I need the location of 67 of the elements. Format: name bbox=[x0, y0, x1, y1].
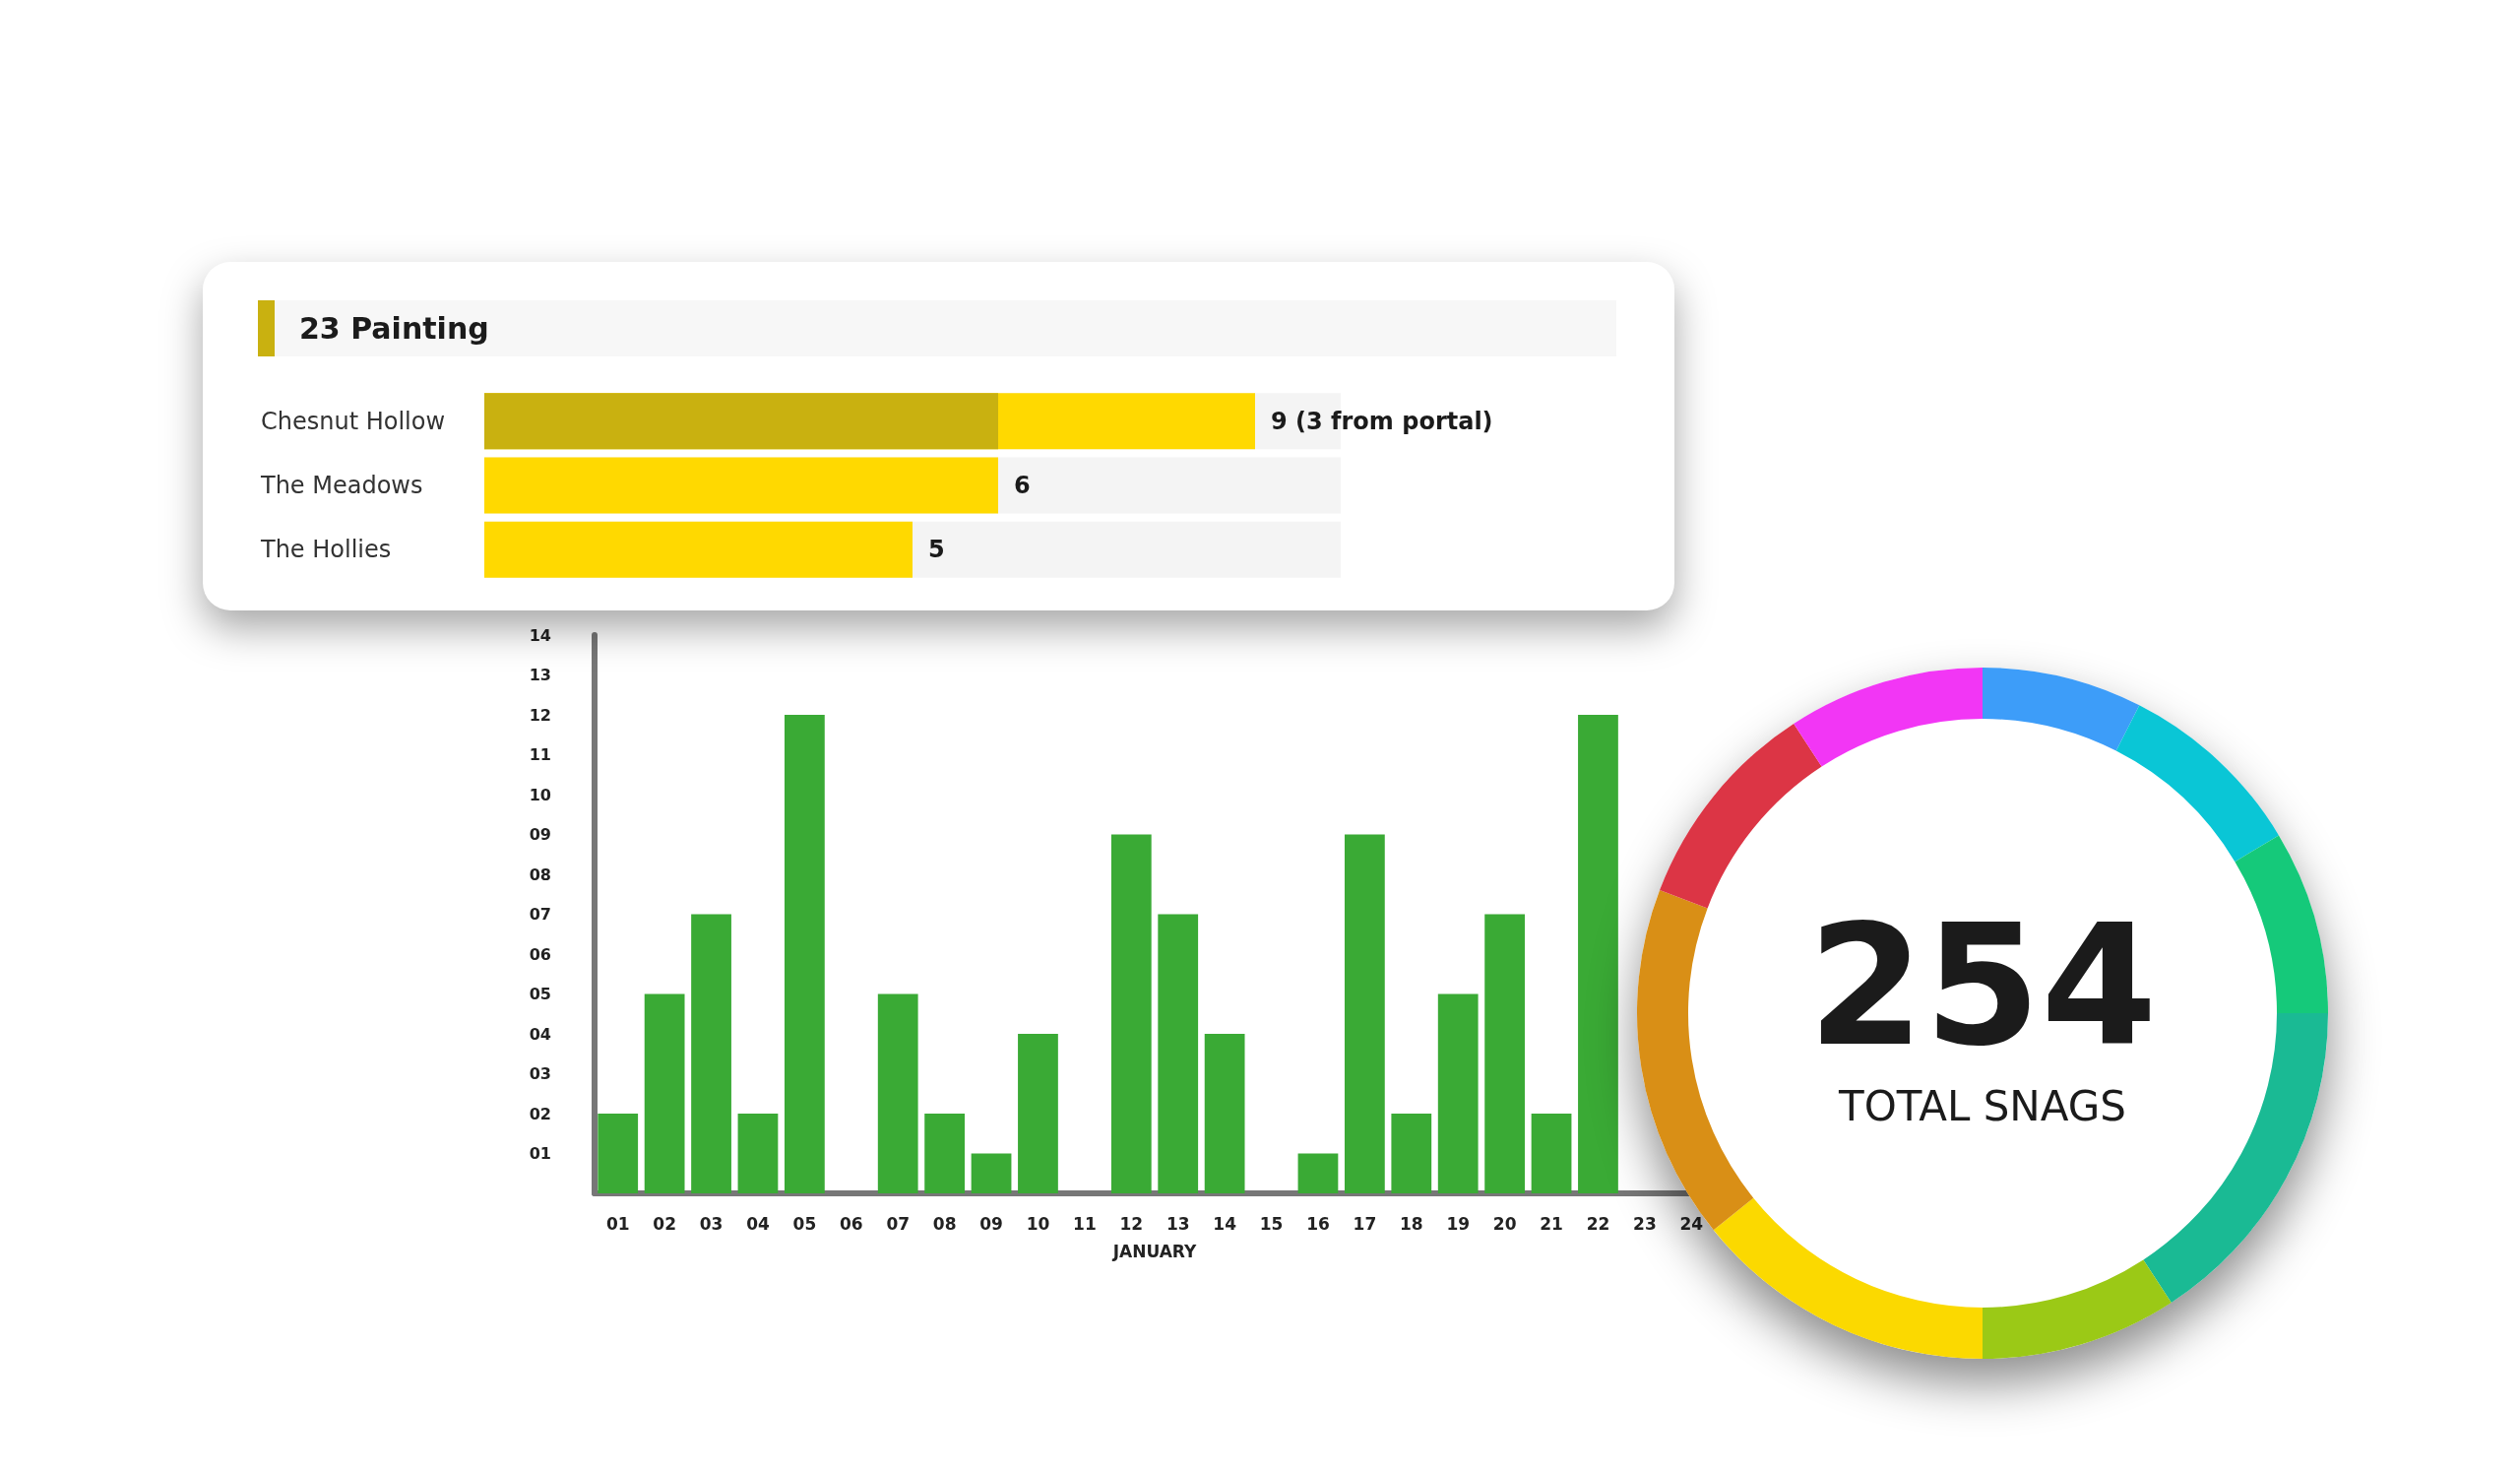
x-tick-label: 21 bbox=[1540, 1213, 1563, 1234]
x-tick-label: 17 bbox=[1353, 1213, 1377, 1234]
x-tick-label: 12 bbox=[1119, 1213, 1144, 1234]
bar bbox=[598, 1114, 639, 1193]
y-tick-label: 12 bbox=[529, 705, 551, 725]
x-tick-label: 11 bbox=[1073, 1213, 1097, 1234]
bar bbox=[1158, 914, 1199, 1193]
bar bbox=[737, 1114, 779, 1193]
y-tick-label: The Meadows bbox=[260, 472, 423, 499]
y-tick-label: 13 bbox=[529, 666, 551, 684]
bar bbox=[1018, 1034, 1058, 1193]
x-tick-label: 03 bbox=[699, 1213, 724, 1234]
x-axis-title: JANUARY bbox=[1111, 1241, 1197, 1261]
y-tick-label: 09 bbox=[529, 825, 551, 844]
bar bbox=[1110, 834, 1152, 1193]
bar bbox=[971, 1153, 1012, 1193]
x-tick-label: 05 bbox=[792, 1213, 817, 1234]
bar bbox=[784, 715, 825, 1193]
x-tick-label: 23 bbox=[1633, 1213, 1657, 1234]
text: 254 bbox=[1807, 888, 2158, 1083]
bar bbox=[1578, 715, 1618, 1193]
x-tick-label: 08 bbox=[932, 1213, 957, 1234]
x-tick-label: 19 bbox=[1446, 1213, 1471, 1234]
bar bbox=[1344, 834, 1385, 1193]
bar bbox=[691, 914, 731, 1193]
y-tick-label: 14 bbox=[529, 625, 551, 645]
x-tick-label: 06 bbox=[839, 1213, 863, 1234]
bar bbox=[877, 993, 918, 1193]
x-tick-label: 15 bbox=[1259, 1213, 1284, 1234]
y-tick-label: 04 bbox=[529, 1024, 551, 1044]
y-tick-label: The Hollies bbox=[260, 536, 392, 564]
x-tick-label: 14 bbox=[1213, 1213, 1237, 1234]
y-tick-label: 10 bbox=[529, 785, 551, 804]
bar bbox=[1204, 1034, 1245, 1193]
bar bbox=[1484, 914, 1526, 1193]
y-tick-label: 02 bbox=[529, 1104, 551, 1123]
y-tick-label: 03 bbox=[529, 1064, 551, 1083]
x-tick-label: 20 bbox=[1492, 1213, 1517, 1234]
y-tick-label: 11 bbox=[529, 745, 551, 764]
bar bbox=[924, 1114, 966, 1193]
x-tick-label: 07 bbox=[886, 1213, 911, 1234]
data-label: 6 bbox=[1014, 472, 1031, 499]
x-tick-label: 16 bbox=[1306, 1213, 1330, 1234]
data-label: 9 (3 from portal) bbox=[1271, 407, 1493, 435]
x-tick-label: 01 bbox=[605, 1213, 630, 1234]
x-tick-label: 18 bbox=[1399, 1213, 1423, 1234]
text: TOTAL SNAGS bbox=[1838, 1081, 2126, 1130]
x-tick-label: 24 bbox=[1679, 1213, 1704, 1234]
bar bbox=[1437, 993, 1479, 1193]
y-tick-label: 08 bbox=[529, 864, 551, 884]
y-tick-label: 01 bbox=[529, 1144, 551, 1163]
bar bbox=[1531, 1114, 1572, 1193]
x-tick-label: 02 bbox=[653, 1213, 676, 1234]
x-tick-label: 09 bbox=[979, 1213, 1003, 1234]
x-tick-label: 10 bbox=[1026, 1213, 1050, 1234]
x-tick-label: 22 bbox=[1586, 1213, 1610, 1234]
chart-title: 23 Painting bbox=[299, 310, 489, 348]
y-tick-label: 06 bbox=[529, 944, 551, 964]
y-tick-label: Chesnut Hollow bbox=[261, 407, 446, 435]
data-label: 5 bbox=[928, 536, 945, 564]
y-tick-label: 07 bbox=[529, 905, 551, 924]
bar bbox=[1391, 1114, 1432, 1193]
x-tick-label: 04 bbox=[746, 1213, 770, 1234]
bar bbox=[1297, 1153, 1339, 1193]
x-tick-label: 13 bbox=[1166, 1213, 1190, 1234]
bar bbox=[644, 993, 685, 1193]
y-tick-label: 05 bbox=[529, 985, 551, 1003]
